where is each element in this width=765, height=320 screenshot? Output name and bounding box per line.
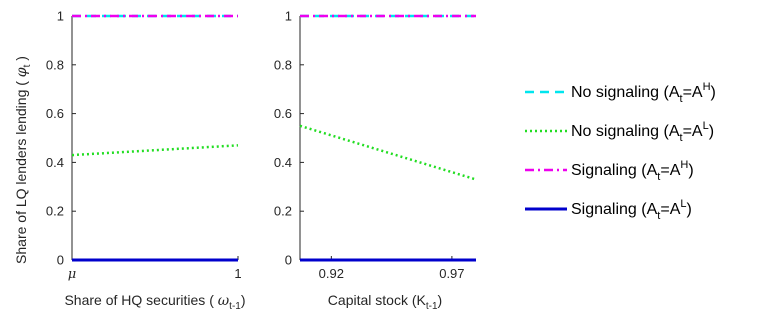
panel-right: 0 0.2 0.4 0.6 0.8 1 0.92 0.97 (274, 9, 477, 281)
panel-left: 0 0.2 0.4 0.6 0.8 1 μ 1 (46, 9, 242, 283)
y-tick-label: 0.6 (274, 106, 292, 121)
y-tick-label: 0.8 (274, 57, 292, 72)
x-tick-label: 0.97 (439, 266, 464, 281)
x-tick-label: 1 (234, 266, 241, 281)
y-tick-label: 0.2 (274, 204, 292, 219)
series-line-2 (71, 144, 239, 157)
y-tick-label: 1 (57, 9, 64, 24)
legend-label: Signaling (At=AH) (571, 159, 694, 183)
y-tick-label: 0.6 (46, 106, 64, 121)
y-tick-label: 0.4 (46, 155, 64, 170)
y-tick-label: 0.4 (274, 155, 292, 170)
y-axis-label: Share of LQ lenders lending ( φt ) (13, 56, 33, 264)
y-tick-label: 0 (285, 253, 292, 268)
legend: No signaling (At=AH) No signaling (At=AL)… (525, 81, 716, 222)
x-axis-label-left: Share of HQ securities ( ωt-1) (64, 292, 245, 312)
x-axis-label-right: Capital stock (Kt-1) (328, 292, 442, 312)
y-tick-label: 1 (285, 9, 292, 24)
legend-label: No signaling (At=AH) (571, 81, 716, 105)
series-line-2 (299, 124, 477, 181)
y-tick-label: 0.8 (46, 57, 64, 72)
x-tick-label: μ (68, 267, 76, 282)
legend-label: No signaling (At=AL) (571, 120, 714, 144)
x-tick-label: 0.92 (319, 266, 344, 281)
legend-label: Signaling (At=AL) (571, 198, 692, 222)
y-tick-label: 0.2 (46, 204, 64, 219)
y-tick-label: 0 (57, 253, 64, 268)
